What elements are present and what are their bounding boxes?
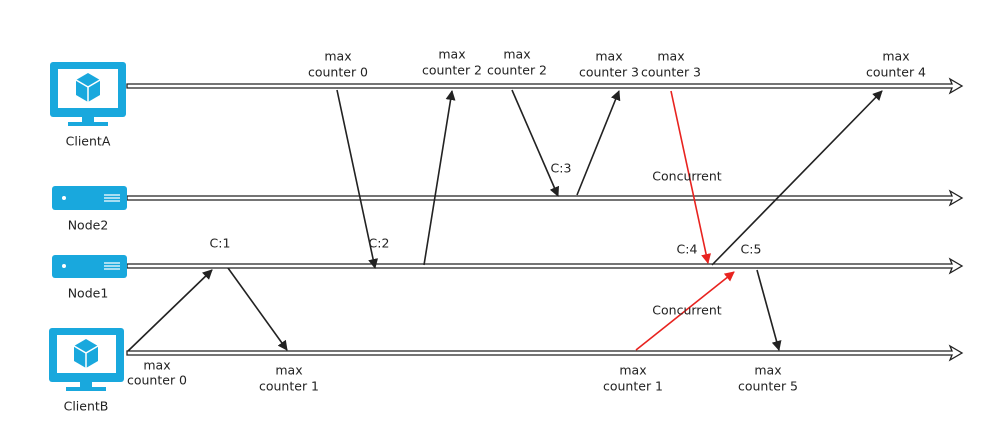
node-counter: C:4 (677, 242, 698, 257)
note: max (503, 47, 530, 62)
note: max (275, 363, 302, 378)
note: max (754, 363, 781, 378)
note: counter 3 (641, 65, 701, 80)
node1-icon (52, 255, 127, 278)
note: counter 5 (738, 379, 798, 394)
node-counter: C:2 (369, 236, 390, 251)
client-b-icon (49, 328, 124, 391)
note: counter 0 (308, 65, 368, 80)
note: max (438, 47, 465, 62)
actor-label: Node1 (68, 286, 109, 301)
note: counter 0 (127, 373, 187, 388)
timelines (126, 77, 964, 362)
node2-icon (52, 186, 127, 210)
note: counter 1 (603, 379, 663, 394)
note: counter 4 (866, 65, 926, 80)
node-counter: C:5 (741, 242, 762, 257)
node-counter: C:1 (210, 236, 231, 251)
actor-label: ClientB (64, 399, 109, 414)
note: max (324, 49, 351, 64)
note: max (143, 358, 170, 373)
actor-label: ClientA (66, 134, 111, 149)
note: max (882, 49, 909, 64)
note: max (595, 49, 622, 64)
concurrent-label: Concurrent (652, 169, 721, 184)
note: max (657, 49, 684, 64)
client-a-icon (50, 62, 126, 126)
note: counter 1 (259, 379, 319, 394)
node-counter: C:3 (551, 161, 572, 176)
note: counter 2 (422, 63, 482, 78)
messages (127, 89, 883, 352)
note: counter 2 (487, 63, 547, 78)
actor-label: Node2 (68, 218, 109, 233)
note: counter 3 (579, 65, 639, 80)
note: max (619, 363, 646, 378)
concurrent-label: Concurrent (652, 303, 721, 318)
